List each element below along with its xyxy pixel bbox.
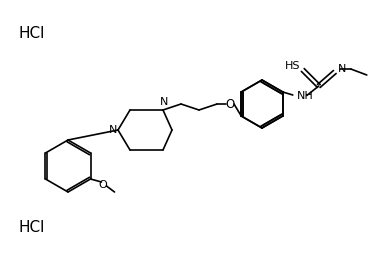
- Text: HS: HS: [285, 61, 300, 71]
- Text: HCl: HCl: [18, 221, 44, 236]
- Text: HCl: HCl: [18, 26, 44, 41]
- Text: NH: NH: [297, 91, 313, 101]
- Text: N: N: [338, 64, 346, 74]
- Text: N: N: [109, 125, 117, 135]
- Text: O: O: [225, 98, 235, 110]
- Text: N: N: [160, 97, 168, 107]
- Text: O: O: [98, 180, 107, 190]
